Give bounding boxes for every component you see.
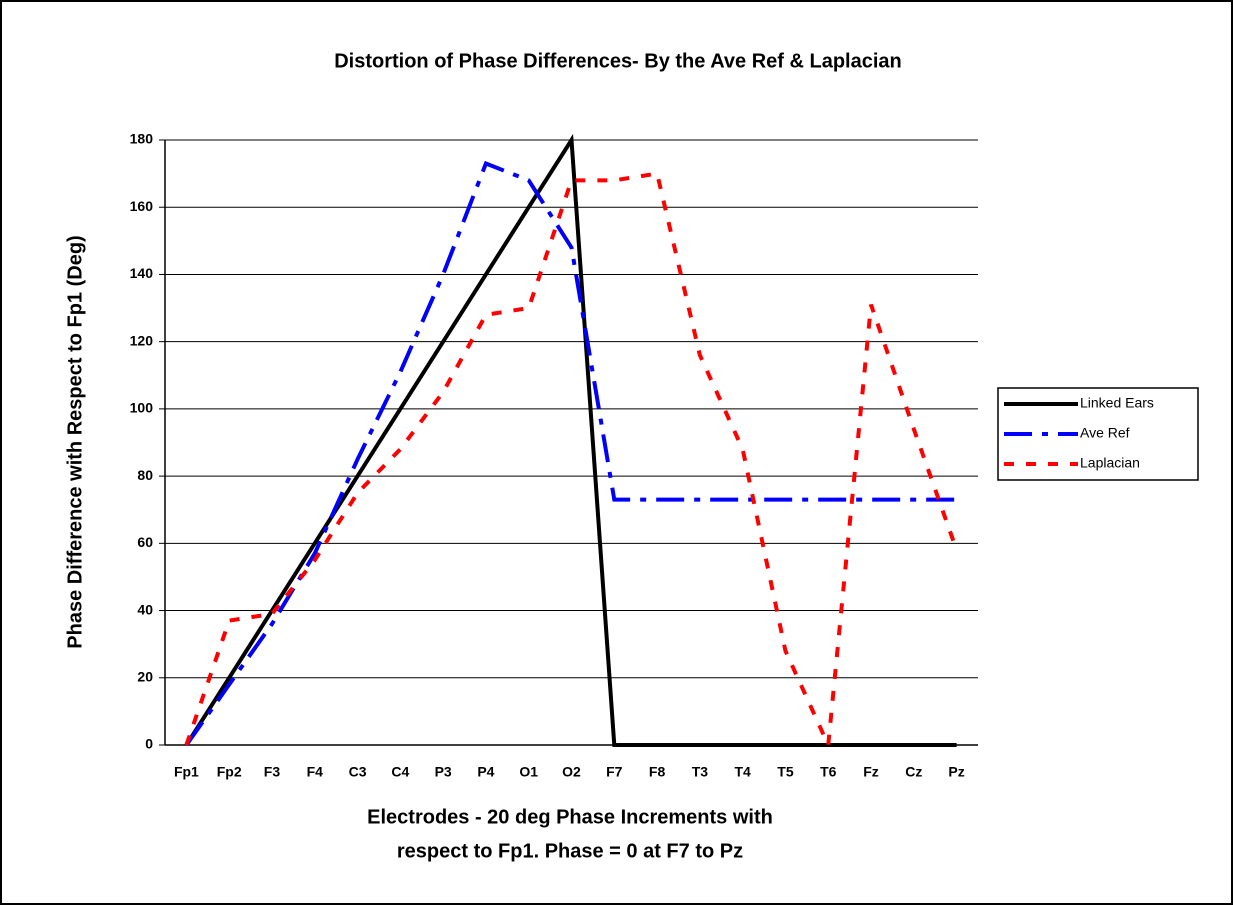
y-tick-label: 120	[130, 332, 154, 348]
x-tick-label: F7	[606, 764, 623, 780]
x-tick-label: T6	[820, 764, 837, 780]
x-tick-label: Fz	[863, 764, 879, 780]
x-tick-label: C3	[349, 764, 367, 780]
y-tick-label: 100	[130, 400, 154, 416]
line-series	[184, 160, 957, 747]
x-tick-label: Cz	[905, 764, 922, 780]
y-tick-label: 40	[137, 601, 153, 617]
x-tick-label: Pz	[948, 764, 964, 780]
y-tick-label: 180	[130, 131, 154, 147]
line-series	[184, 133, 957, 747]
y-tick-label: 140	[130, 265, 154, 281]
x-tick-label: Fp2	[217, 764, 242, 780]
y-tick-label: 0	[145, 736, 153, 752]
x-tick-label: T3	[692, 764, 709, 780]
y-tick-label: 80	[137, 467, 153, 483]
x-tick-label: F4	[307, 764, 324, 780]
x-tick-label: T5	[777, 764, 794, 780]
line-series	[184, 171, 959, 753]
legend-label: Linked Ears	[1080, 395, 1154, 411]
x-tick-label: O1	[519, 764, 538, 780]
legend-label: Ave Ref	[1080, 425, 1130, 441]
x-tick-label: F8	[649, 764, 666, 780]
chart-title: Distortion of Phase Differences- By the …	[334, 50, 902, 72]
x-axis-label: Electrodes - 20 deg Phase Increments wit…	[367, 806, 773, 828]
y-tick-label: 20	[137, 668, 153, 684]
x-axis-label: respect to Fp1. Phase = 0 at F7 to Pz	[397, 840, 743, 862]
legend-label: Laplacian	[1080, 455, 1140, 471]
x-tick-label: T4	[734, 764, 751, 780]
y-axis-label: Phase Difference with Respect to Fp1 (De…	[64, 235, 86, 648]
y-tick-label: 60	[137, 534, 153, 550]
x-tick-label: F3	[264, 764, 281, 780]
y-tick-label: 160	[130, 198, 154, 214]
x-tick-label: P4	[477, 764, 494, 780]
x-tick-label: C4	[391, 764, 409, 780]
x-tick-label: P3	[435, 764, 452, 780]
x-tick-label: Fp1	[174, 764, 199, 780]
x-tick-label: O2	[562, 764, 581, 780]
